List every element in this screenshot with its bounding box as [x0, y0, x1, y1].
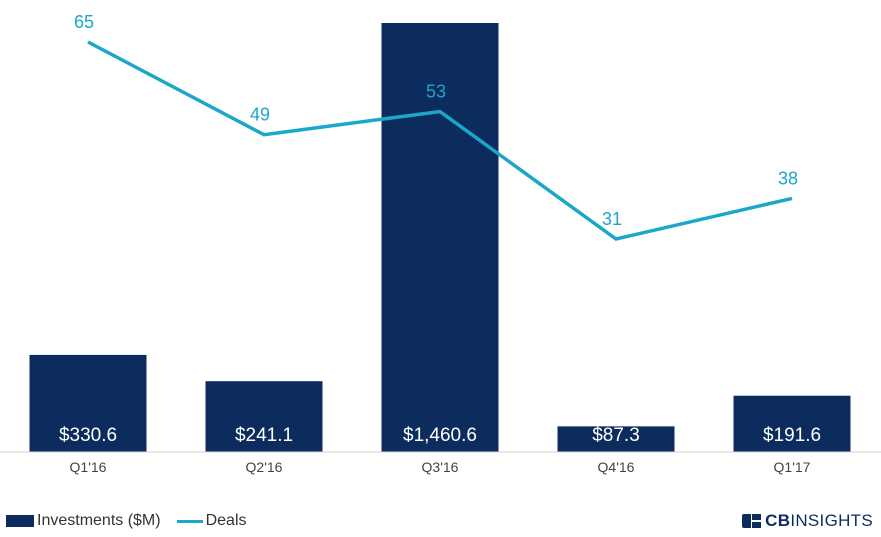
legend-swatch-deals [176, 519, 203, 523]
deals-point-label-0: 65 [74, 12, 94, 32]
brand-strong: CB [765, 511, 791, 530]
deals-series: 65 49 53 31 38 [74, 12, 798, 241]
legend-item-investments[interactable]: Investments ($M) [6, 512, 161, 530]
legend-item-deals[interactable]: Deals [176, 512, 247, 530]
brand-light: INSIGHTS [790, 511, 873, 530]
cb-insights-logo-icon [742, 514, 762, 528]
x-tick-label-4: Q1'17 [774, 459, 811, 475]
deals-point-label-3: 31 [602, 209, 622, 229]
bar-3 [557, 426, 675, 452]
bar-4 [733, 395, 851, 452]
chart: $330.6 $241.1 $1,460.6 $87.3 $191.6 Q1'16 Q2'… [0, 12, 881, 475]
legend: Investments ($M) Deals [6, 512, 263, 530]
deals-point-label-1: 49 [250, 105, 270, 125]
cb-insights-logo: CB INSIGHTS [742, 511, 873, 531]
deals-line [87, 40, 793, 241]
deals-point-label-2: 53 [426, 82, 446, 102]
x-tick-label-2: Q3'16 [422, 459, 459, 475]
deals-point-label-4: 38 [778, 168, 798, 188]
bar-2 [381, 23, 499, 452]
x-tick-label-0: Q1'16 [70, 459, 107, 475]
bar-label-2: $1,460.6 [403, 425, 477, 446]
bar-label-4: $191.6 [763, 425, 821, 446]
bar-0 [29, 354, 147, 452]
legend-label-investments: Investments ($M) [37, 512, 161, 529]
x-tick-label-3: Q4'16 [598, 459, 635, 475]
x-tick-label-1: Q2'16 [246, 459, 283, 475]
legend-label-deals: Deals [205, 512, 247, 529]
bar-label-1: $241.1 [235, 425, 293, 446]
bar-series: $330.6 $241.1 $1,460.6 $87.3 $191.6 [29, 23, 851, 452]
bar-1 [205, 381, 323, 452]
legend-swatch-investments [6, 515, 34, 527]
bar-label-3: $87.3 [592, 425, 640, 446]
x-axis-ticks: Q1'16 Q2'16 Q3'16 Q4'16 Q1'17 [70, 459, 811, 475]
bar-label-0: $330.6 [59, 425, 117, 446]
